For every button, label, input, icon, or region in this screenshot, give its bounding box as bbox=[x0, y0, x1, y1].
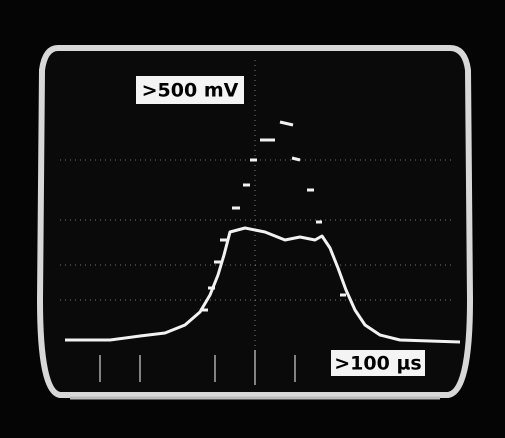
amplitude-label-box bbox=[136, 76, 244, 104]
trace-upper bbox=[200, 120, 346, 312]
trace-step bbox=[291, 156, 301, 162]
graticule bbox=[60, 60, 455, 385]
amplitude-label: >500 mV bbox=[142, 80, 239, 102]
time-label: >100 µs bbox=[334, 353, 422, 375]
tick-marks bbox=[99, 350, 296, 385]
screen-bezel bbox=[36, 45, 474, 398]
time-label-box bbox=[331, 350, 425, 376]
trace-step bbox=[279, 120, 294, 127]
trace-lower bbox=[65, 226, 461, 344]
